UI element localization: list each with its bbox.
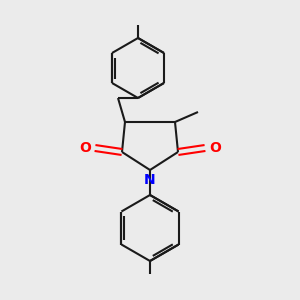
Text: O: O: [209, 141, 221, 155]
Text: N: N: [144, 173, 156, 187]
Text: O: O: [79, 141, 91, 155]
